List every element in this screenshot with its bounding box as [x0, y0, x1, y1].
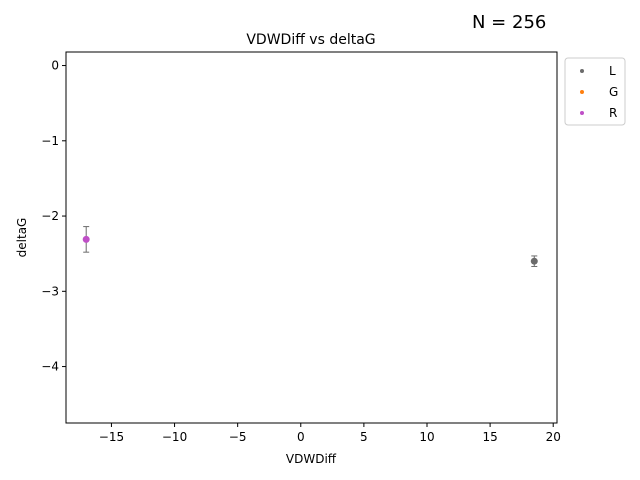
legend-label: G: [609, 85, 618, 99]
legend: LGR: [564, 57, 626, 126]
x-tick-label: 5: [360, 430, 368, 444]
data-point-r: [82, 235, 90, 243]
y-tick-label: −3: [41, 284, 59, 298]
legend-marker: [580, 111, 584, 115]
x-tick-label: −10: [162, 430, 187, 444]
x-axis-label: VDWDiff: [286, 452, 337, 466]
y-tick-label: −4: [41, 360, 59, 374]
legend-box: [564, 57, 626, 126]
legend-marker: [580, 90, 584, 94]
x-tick-label: 20: [546, 430, 561, 444]
x-tick-label: 0: [297, 430, 305, 444]
x-tick-label: 15: [482, 430, 497, 444]
y-axis: 0 −1 −2 −3 −4: [41, 59, 66, 374]
legend-marker: [580, 69, 584, 73]
y-tick-label: −1: [41, 134, 59, 148]
chart-title: VDWDiff vs deltaG: [246, 32, 375, 48]
x-tick-label: −15: [99, 430, 124, 444]
y-tick-label: 0: [51, 59, 59, 73]
x-tick-label: 10: [419, 430, 434, 444]
legend-label: L: [609, 64, 616, 78]
y-tick-label: −2: [41, 209, 59, 223]
x-axis: −15 −10 −5 0 5 10 15 20: [99, 423, 561, 444]
plot-area: [65, 51, 558, 424]
sample-size-annotation: N = 256: [472, 12, 547, 33]
data-point-l: [530, 257, 538, 265]
data-points: [82, 226, 538, 267]
x-tick-label: −5: [229, 430, 247, 444]
y-axis-label: deltaG: [15, 218, 29, 258]
legend-label: R: [609, 106, 617, 120]
